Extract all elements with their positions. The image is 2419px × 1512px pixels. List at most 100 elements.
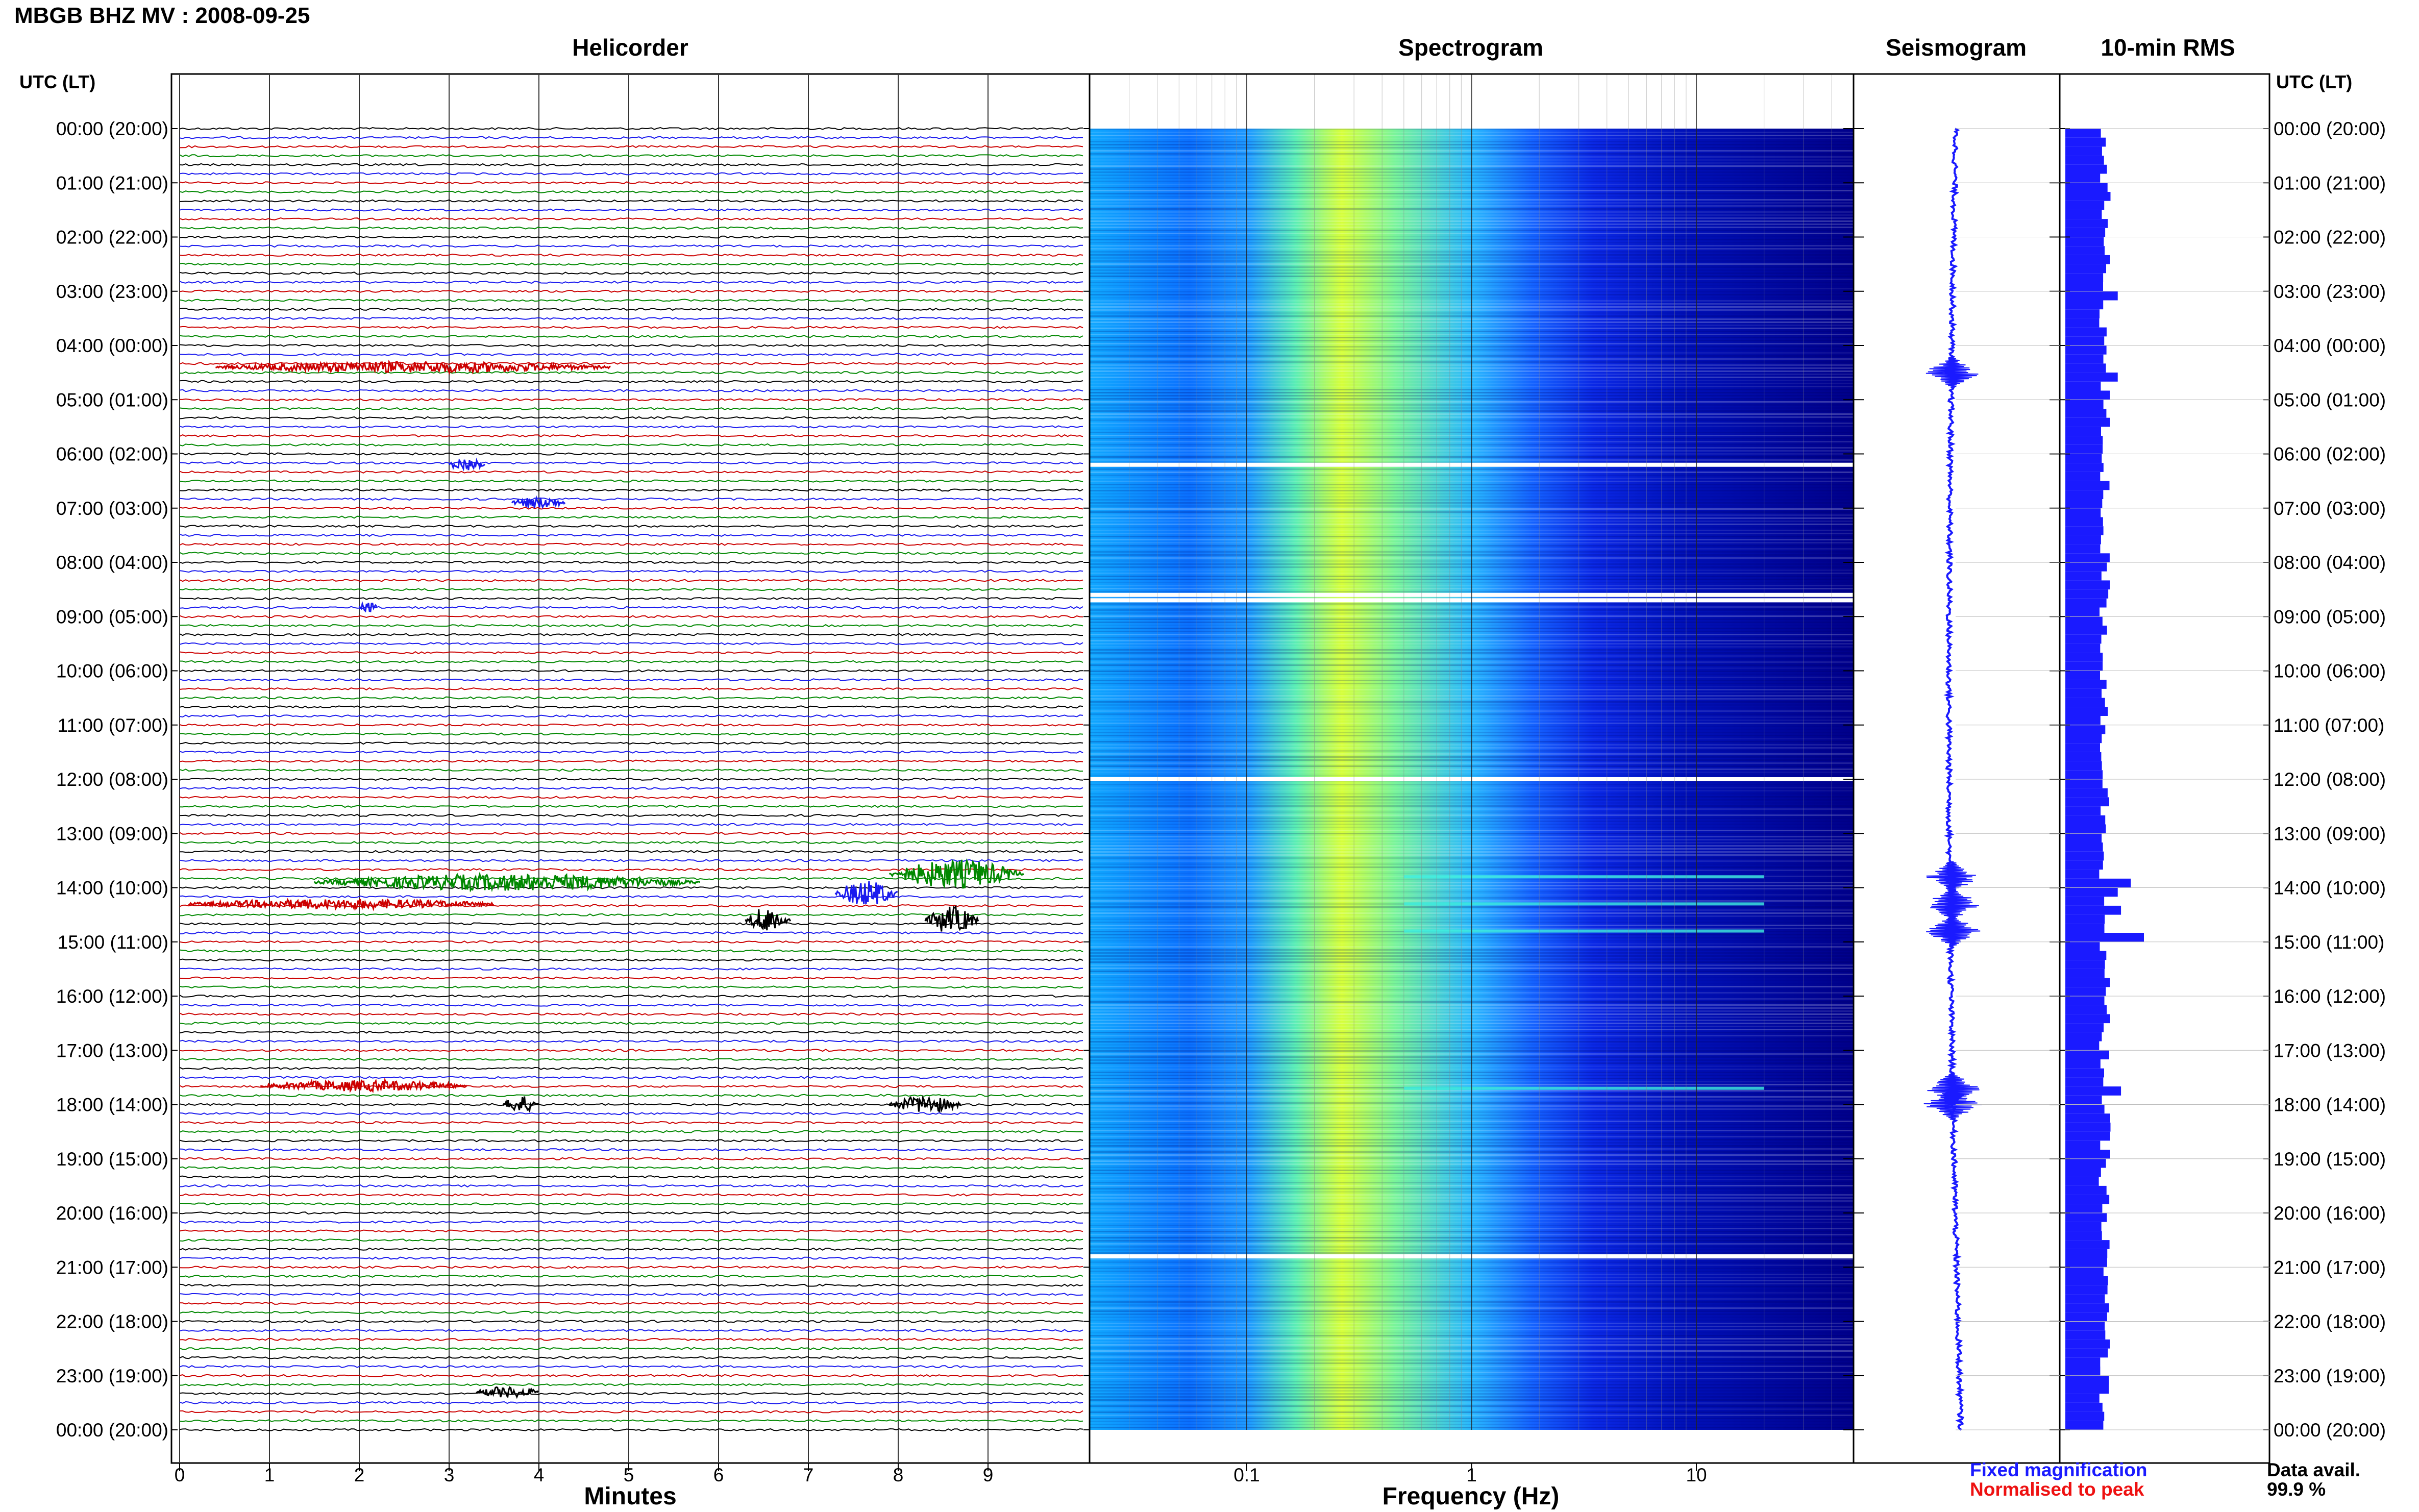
- rms-bar: [2065, 761, 2102, 771]
- helicorder-trace: [179, 732, 1083, 736]
- helicorder-trace: [179, 190, 1083, 194]
- helicorder-trace: [179, 1139, 1083, 1143]
- rms-bar: [2065, 481, 2110, 490]
- helicorder-trace: [179, 208, 1083, 212]
- rms-bar: [2065, 472, 2101, 481]
- helicorder-trace: [179, 958, 1083, 962]
- helicorder-event: [889, 858, 1025, 889]
- rms-bar: [2065, 824, 2106, 834]
- rms-bar: [2065, 354, 2104, 364]
- rms-bar: [2065, 363, 2106, 373]
- time-axes: 00:00 (20:00) 00:00 (20:00) 01:00 (21:00) 0…: [56, 118, 2386, 1441]
- rms-bar: [2065, 634, 2102, 644]
- rms-bar: [2065, 671, 2100, 680]
- legend-fixed-magnification: Fixed magnification: [1970, 1459, 2148, 1480]
- seismogram-panel: [1853, 73, 2061, 1464]
- time-label-left: 20:00 (16:00): [56, 1203, 168, 1224]
- time-label-right: 10:00 (06:00): [2274, 661, 2386, 682]
- rms-bar: [2065, 779, 2103, 788]
- helicorder-trace: [179, 470, 1083, 474]
- helicorder-trace: [179, 840, 1083, 845]
- helicorder-trace: [179, 497, 1083, 501]
- time-label-left: 12:00 (08:00): [56, 769, 168, 790]
- helicorder-xtick-label: 1: [264, 1465, 275, 1485]
- rms-bar: [2065, 1068, 2104, 1078]
- rms-bar: [2065, 444, 2103, 454]
- helicorder-trace: [179, 985, 1083, 989]
- seismogram-event: [1926, 915, 1981, 947]
- helicorder-trace: [179, 370, 1083, 375]
- time-label-right: 03:00 (23:00): [2274, 281, 2386, 302]
- helicorder-trace: [179, 1030, 1083, 1034]
- helicorder-trace: [179, 1229, 1083, 1233]
- rms-bar: [2065, 688, 2102, 698]
- helicorder-trace: [179, 145, 1083, 148]
- rms-bar: [2065, 390, 2110, 400]
- rms-bar: [2065, 1231, 2102, 1241]
- rms-bar: [2065, 318, 2100, 328]
- rms-bar: [2065, 607, 2100, 617]
- rms-bar: [2065, 933, 2144, 942]
- time-label-right: 17:00 (13:00): [2274, 1040, 2386, 1061]
- time-label-left: 04:00 (00:00): [56, 335, 168, 356]
- helicorder-trace: [179, 660, 1083, 663]
- rms-bar: [2065, 887, 2118, 897]
- time-label-right: 08:00 (04:00): [2274, 552, 2386, 573]
- helicorder-trace: [179, 542, 1083, 546]
- helicorder-trace: [179, 416, 1083, 419]
- helicorder-trace: [179, 597, 1083, 600]
- helicorder-trace: [179, 289, 1083, 293]
- helicorder-xtick-label: 3: [444, 1465, 455, 1485]
- helicorder-trace: [179, 253, 1083, 257]
- bottom-axes: 0 1 2 3 4 5 6 7 8 9 0.1 1 10: [175, 1463, 1707, 1485]
- spectrogram-bright-band: [1403, 902, 1764, 906]
- rms-bar: [2065, 228, 2106, 237]
- rms-bar: [2065, 409, 2107, 418]
- helicorder-trace: [179, 506, 1083, 510]
- helicorder-trace: [179, 1003, 1083, 1007]
- rms-bar: [2065, 1276, 2108, 1285]
- rms-bar: [2065, 1240, 2110, 1249]
- helicorder-trace: [179, 1012, 1083, 1016]
- time-label-right: 21:00 (17:00): [2274, 1257, 2386, 1278]
- rms-bar: [2065, 806, 2101, 815]
- helicorder-trace: [179, 669, 1083, 673]
- rms-bar: [2065, 626, 2107, 635]
- spectrogram-xlabel: Frequency (Hz): [1382, 1483, 1560, 1510]
- helicorder-xtick-label: 9: [983, 1465, 994, 1485]
- helicorder-event: [888, 1095, 961, 1113]
- helicorder-trace: [179, 651, 1083, 655]
- rms-bar: [2065, 427, 2101, 436]
- time-label-right: 05:00 (01:00): [2274, 389, 2386, 410]
- helicorder-trace: [179, 1094, 1083, 1097]
- rms-bar: [2065, 1357, 2101, 1367]
- helicorder-trace: [179, 1293, 1083, 1296]
- helicorder-trace: [179, 452, 1083, 456]
- rms-bar: [2065, 878, 2131, 888]
- helicorder-trace: [179, 271, 1083, 275]
- spectrogram-bright-band: [1403, 875, 1764, 879]
- rms-bar: [2065, 1185, 2107, 1195]
- time-label-right: 12:00 (08:00): [2274, 769, 2386, 790]
- time-label-left: 22:00 (18:00): [56, 1311, 168, 1332]
- helicorder-trace: [179, 1202, 1083, 1206]
- helicorder-trace: [179, 1039, 1083, 1043]
- data-avail-value: 99.9 %: [2267, 1479, 2326, 1500]
- time-label-left: 11:00 (07:00): [58, 715, 168, 736]
- rms-bar: [2065, 327, 2107, 337]
- rms-bar: [2065, 526, 2104, 535]
- rms-bar: [2065, 373, 2118, 382]
- time-label-right: 00:00 (20:00): [2274, 1420, 2386, 1441]
- helicorder-trace: [179, 1302, 1083, 1305]
- rms-bar: [2065, 1367, 2101, 1376]
- time-label-left: 16:00 (12:00): [56, 986, 168, 1007]
- helicorder-trace: [179, 1103, 1083, 1106]
- time-label-left: 17:00 (13:00): [56, 1040, 168, 1061]
- time-label-left: 03:00 (23:00): [56, 281, 168, 302]
- rms-bar: [2065, 1204, 2103, 1213]
- helicorder-trace: [179, 1410, 1083, 1414]
- spectrogram-panel: [1089, 73, 1855, 1464]
- helicorder-trace: [179, 994, 1083, 998]
- time-label-left: 23:00 (19:00): [56, 1366, 168, 1386]
- helicorder-trace: [179, 326, 1083, 329]
